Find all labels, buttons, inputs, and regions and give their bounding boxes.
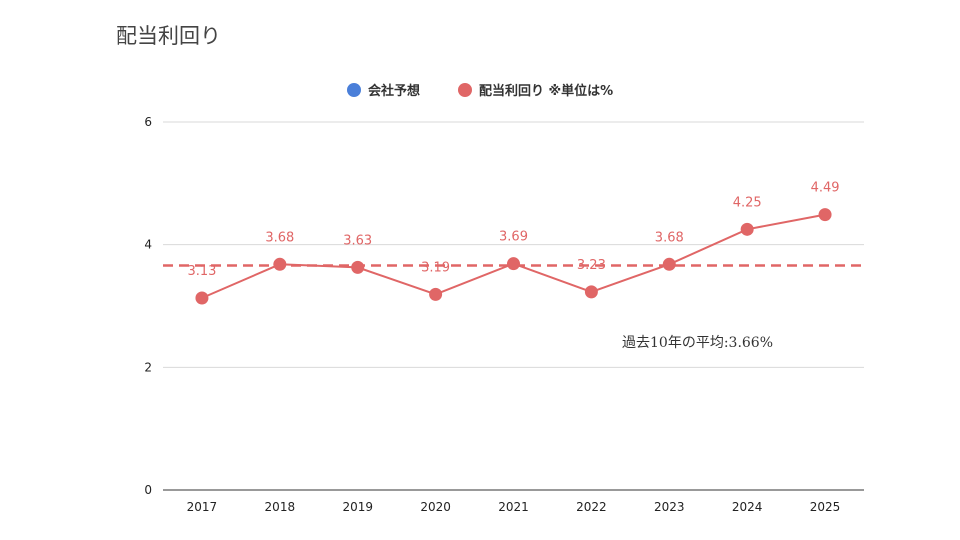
data-point [429, 287, 443, 301]
y-tick-label: 0 [144, 483, 152, 497]
legend-label-forecast: 会社予想 [368, 83, 420, 99]
data-point [195, 291, 209, 305]
x-axis-ticks: 2017 2018 2019 2020 2021 2022 2023 2024 2025 [187, 500, 841, 514]
grid-lines [163, 121, 864, 491]
x-tick-label: 2019 [342, 500, 373, 514]
x-tick-label: 2024 [732, 500, 763, 514]
data-label: 4.25 [733, 195, 762, 210]
x-tick-label: 2023 [654, 500, 685, 514]
data-label: 3.13 [187, 264, 216, 279]
data-label: 3.23 [577, 258, 606, 273]
average-annotation: 過去10年の平均:3.66% [622, 335, 773, 351]
legend-label-yield: 配当利回り ※単位は% [479, 83, 613, 99]
x-tick-label: 2021 [498, 500, 529, 514]
data-point [584, 285, 598, 299]
data-point [740, 222, 754, 236]
data-label: 3.63 [343, 233, 372, 248]
series-line [201, 213, 826, 299]
x-tick-label: 2022 [576, 500, 607, 514]
data-label: 3.68 [265, 230, 294, 245]
data-point [273, 257, 287, 271]
series-yield: 3.13 3.68 3.63 3.19 3.69 3.23 3.68 4.25 4.49 [187, 181, 840, 305]
legend: 会社予想 配当利回り ※単位は% [347, 83, 613, 99]
data-point [818, 208, 832, 222]
data-point [507, 257, 520, 271]
x-tick-label: 2020 [420, 500, 451, 514]
data-point [351, 260, 365, 274]
legend-marker-yield [458, 83, 472, 97]
legend-marker-forecast [347, 83, 361, 97]
y-tick-label: 4 [144, 238, 152, 252]
y-axis-ticks: 0 2 4 6 [144, 115, 152, 497]
page-title: 配当利回り [116, 24, 221, 48]
data-label: 4.49 [811, 181, 840, 196]
x-tick-label: 2017 [187, 500, 218, 514]
y-tick-label: 6 [144, 115, 152, 129]
x-tick-label: 2025 [810, 500, 841, 514]
data-point [662, 257, 676, 271]
y-tick-label: 2 [144, 360, 152, 374]
data-label: 3.68 [655, 230, 684, 245]
data-label: 3.69 [499, 230, 528, 245]
data-label: 3.19 [421, 260, 450, 275]
x-tick-label: 2018 [265, 500, 296, 514]
